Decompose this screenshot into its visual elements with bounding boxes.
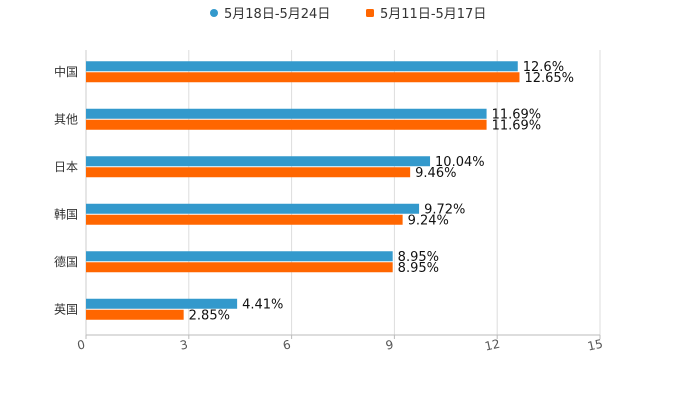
bar-series1 (86, 61, 518, 72)
data-label: 11.69% (492, 118, 542, 133)
legend-marker (210, 9, 218, 17)
y-tick-label: 韩国 (54, 206, 78, 221)
bar-series2 (86, 72, 520, 83)
y-tick-label: 其他 (54, 112, 78, 126)
y-tick-label: 德国 (54, 254, 78, 269)
data-label: 8.95% (398, 250, 439, 265)
data-label: 2.85% (189, 308, 230, 323)
x-tick-label: 6 (282, 337, 292, 352)
legend-marker (366, 9, 374, 17)
y-tick-label: 中国 (54, 64, 78, 79)
data-label: 12.65% (524, 71, 574, 86)
x-tick-label: 15 (586, 337, 604, 354)
data-label: 12.6% (523, 60, 564, 75)
x-tick-label: 0 (76, 337, 86, 352)
bar-series1 (86, 298, 238, 309)
bar-series1 (86, 203, 420, 214)
legend-label: 5月11日-5月17日 (380, 7, 486, 22)
x-tick-label: 9 (384, 337, 394, 352)
bar-series1 (86, 156, 431, 167)
data-label: 8.95% (398, 261, 439, 276)
bar-series2 (86, 262, 393, 273)
data-label: 9.24% (408, 213, 449, 228)
bar-series2 (86, 309, 184, 320)
bar-series2 (86, 119, 487, 130)
data-label: 10.04% (435, 155, 485, 170)
bar-series2 (86, 214, 403, 225)
bar-series2 (86, 167, 411, 178)
bar-series1 (86, 251, 393, 262)
y-tick-label: 英国 (54, 302, 78, 316)
bar-series1 (86, 108, 487, 119)
data-label: 9.46% (415, 166, 456, 181)
x-tick-label: 12 (483, 337, 501, 354)
data-label: 11.69% (492, 107, 542, 122)
data-label: 9.72% (424, 202, 465, 217)
x-tick-label: 3 (179, 337, 189, 352)
data-label: 4.41% (242, 297, 283, 312)
legend-label: 5月18日-5月24日 (224, 7, 330, 22)
y-tick-label: 日本 (54, 160, 78, 174)
